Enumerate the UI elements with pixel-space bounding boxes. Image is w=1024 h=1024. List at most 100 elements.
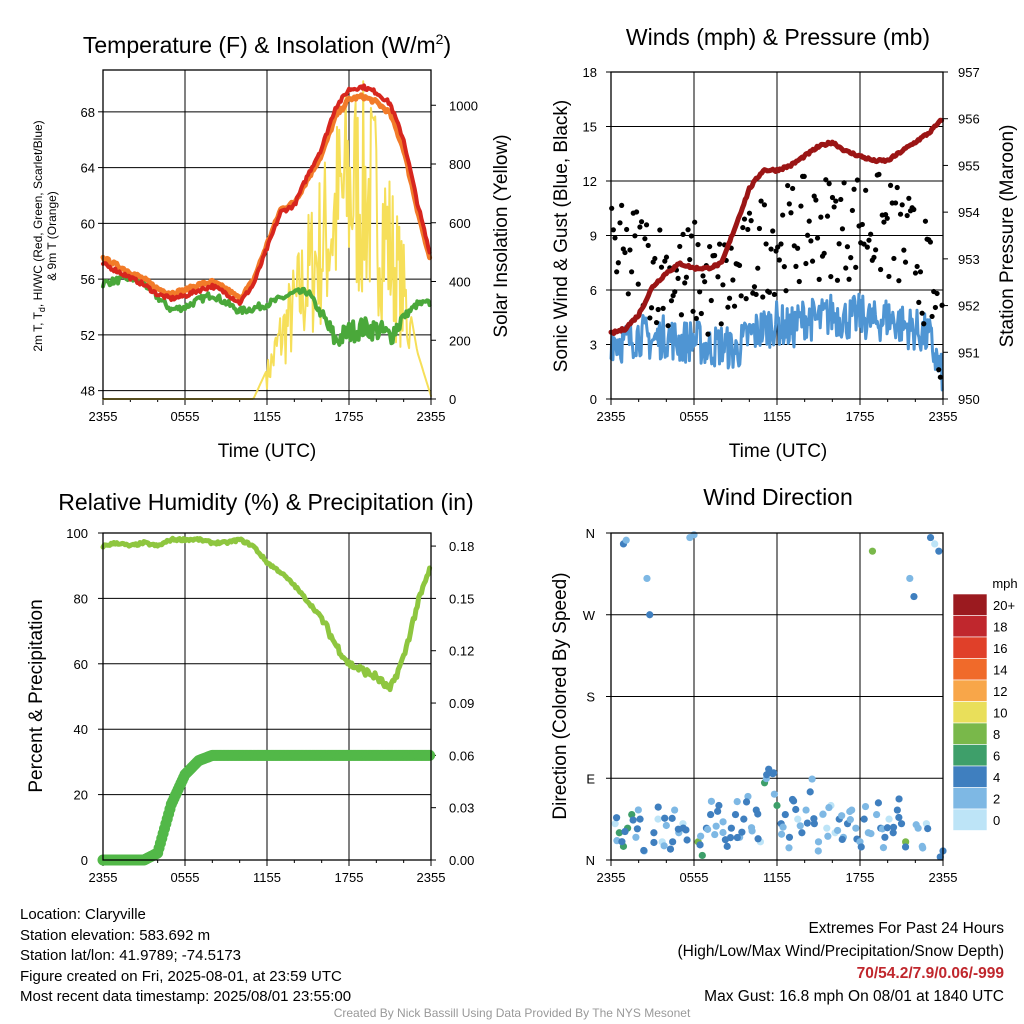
wdir-direction-point	[906, 574, 914, 583]
wind-gust-point	[833, 198, 839, 204]
wdir-direction-point	[819, 810, 827, 818]
wind-gust-point	[612, 235, 618, 241]
wdir-direction-point	[714, 807, 722, 815]
wind-gust-point	[725, 304, 731, 310]
wind-gust-point	[658, 264, 665, 270]
wind-gust-point	[829, 194, 836, 201]
wind-sonic-line	[609, 292, 944, 392]
wdir-direction-point	[640, 846, 648, 855]
wdir-direction-point	[770, 790, 778, 798]
wdir-direction-point	[919, 844, 927, 852]
wind-ytick-label: 6	[590, 283, 597, 298]
wdir-direction-point	[740, 815, 748, 823]
wind-y2tick-label: 955	[958, 158, 980, 173]
wind-gust-point	[743, 296, 749, 302]
wind-gust-point	[705, 331, 711, 337]
wind-gust-point	[846, 276, 852, 282]
wind-gust-point	[655, 306, 661, 313]
rh-y2tick-label: 0.12	[449, 644, 474, 659]
wdir-direction-point	[671, 806, 679, 814]
wind-gust-point	[688, 233, 694, 239]
wind-gust-point	[886, 273, 892, 280]
wind-gust-point	[690, 308, 696, 314]
wdir-legend-title: mph	[992, 576, 1017, 591]
wind-gust-point	[740, 224, 746, 231]
rh-y2tick-label: 0.06	[449, 748, 474, 763]
wind-gust-point	[746, 210, 753, 216]
wdir-direction-point	[895, 813, 903, 822]
extremes-values: 70/54.2/7.9/0.06/-999	[856, 965, 1004, 982]
wind-xtick-label: 1155	[763, 409, 791, 424]
figure-created: Figure created on Fri, 2025-08-01, at 23…	[20, 967, 342, 985]
wdir-direction-point	[615, 829, 623, 837]
extremes-subtitle: (High/Low/Max Wind/Precipitation/Snow De…	[677, 942, 1005, 960]
wind-gust-point	[863, 187, 869, 193]
wind-ytick-label: 9	[590, 229, 597, 244]
wind-ytick-label: 18	[583, 65, 597, 80]
wdir-direction-point	[697, 832, 705, 840]
wdir-legend-label: 12	[993, 684, 1007, 699]
wdir-legend-swatch	[952, 636, 988, 659]
temp-xtick-label: 2355	[417, 409, 446, 424]
temp-ylabel-part: , HI/WC (Red, Green, Scarlet/Blue)	[31, 120, 45, 307]
wind-gust-point	[934, 290, 940, 297]
wind-gust-point	[939, 302, 945, 308]
wind-gust-point	[718, 321, 724, 327]
wind-y2label: Station Pressure (Maroon)	[997, 125, 1018, 348]
temp-temp2m-line	[101, 83, 432, 306]
wind-gust-point	[741, 216, 748, 222]
wind-gust-point	[708, 297, 714, 304]
wdir-direction-point	[846, 816, 854, 824]
wind-gust-point	[738, 293, 744, 299]
wdir-direction-point	[802, 806, 810, 814]
wdir-direction-point	[654, 815, 662, 823]
temp-y2label: Solar Insolation (Yellow)	[491, 134, 512, 337]
wdir-direction-point	[824, 832, 832, 840]
wind-gust-point	[668, 298, 675, 304]
wdir-direction-point	[618, 838, 626, 846]
wind-xlabel: Time (UTC)	[729, 441, 828, 462]
wind-gust-point	[831, 204, 837, 210]
wdir-legend-label: 8	[993, 727, 1000, 742]
wdir-xtick-label: 1155	[763, 870, 791, 885]
wdir-direction-point	[874, 799, 882, 807]
wdir-direction-point	[881, 833, 889, 841]
wind-gust-point	[778, 241, 784, 247]
wdir-direction-point	[733, 833, 741, 842]
wdir-direction-point	[682, 826, 690, 834]
wind-y2tick-label: 951	[958, 345, 980, 360]
wind-gust-point	[716, 241, 723, 247]
wind-gust-point	[780, 212, 786, 218]
wind-gust-point	[809, 258, 816, 264]
wind-gust-point	[625, 291, 631, 297]
wind-gust-point	[695, 241, 701, 248]
wdir-direction-point	[893, 806, 901, 814]
wind-gust-point	[894, 184, 900, 191]
wdir-ytick-label: E	[586, 771, 595, 786]
wdir-legend-label: 18	[993, 620, 1007, 635]
wdir-direction-point	[926, 533, 935, 542]
wind-pressure-line	[608, 117, 945, 336]
wind-gust-point	[786, 201, 792, 207]
wdir-direction-point	[808, 775, 816, 783]
temp-xtick-label: 2355	[89, 409, 118, 424]
wind-y2tick-label: 956	[958, 112, 980, 127]
temp-frame	[102, 69, 432, 400]
wind-gust-point	[663, 254, 670, 260]
wind-ytick-label: 0	[590, 392, 597, 407]
wdir-direction-point	[666, 845, 675, 853]
wind-gust-point	[919, 310, 925, 316]
wind-gust-point	[637, 224, 643, 230]
wind-gust-point	[624, 226, 630, 233]
wind-gust-point	[660, 305, 666, 311]
wind-gust-point	[776, 257, 782, 263]
wdir-direction-point	[707, 810, 715, 819]
wdir-xtick-label: 2355	[929, 870, 958, 885]
wdir-direction-point	[731, 810, 740, 819]
wind-gust-point	[848, 255, 854, 261]
wind-gust-point	[790, 185, 796, 192]
wind-gust-point	[675, 275, 681, 281]
station-info: Location: Claryville Station elevation: …	[20, 905, 351, 1008]
wdir-direction-point	[650, 838, 658, 847]
wdir-direction-point	[857, 843, 865, 851]
